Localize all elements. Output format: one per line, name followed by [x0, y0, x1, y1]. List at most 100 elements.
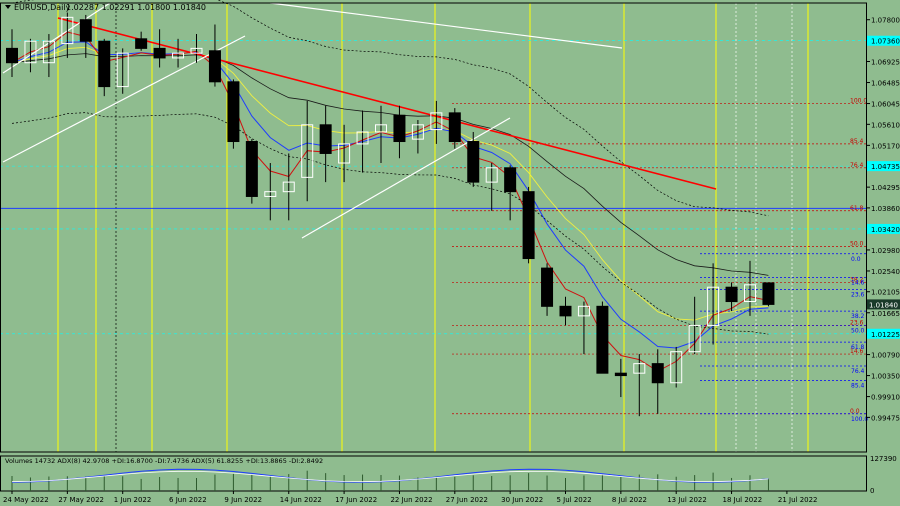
candle-bear	[393, 114, 406, 143]
time-tick-label: 30 Jun 2022	[501, 496, 543, 504]
candle-bull	[42, 40, 55, 64]
price-tick-label: 1.06045	[871, 101, 900, 109]
fib-red-label: 14.6	[850, 348, 864, 355]
indicator-subwindow: Volumes 14732 ADX(8) 42.9708 +DI:16.8700…	[0, 455, 897, 495]
ma-red-line	[11, 31, 769, 372]
price-tick-label: 1.07360	[871, 38, 900, 46]
candle-bear	[541, 267, 554, 307]
candle-bear	[596, 305, 609, 374]
candle-bull	[577, 305, 590, 317]
current-price-label: 1.01840	[869, 301, 898, 309]
price-tick-label: 1.02540	[871, 268, 900, 276]
ohlc-values: 1.02287 1.02291 1.01800 1.01840	[66, 3, 206, 12]
candle-bear	[135, 38, 148, 49]
time-tick-label: 27 Jun 2022	[446, 496, 488, 504]
white-channel-top-line	[269, 2, 623, 49]
fib-blue-label: 100.0	[851, 416, 868, 423]
trend-lines	[2, 2, 717, 239]
price-tick-label: 1.02105	[871, 289, 900, 297]
price-tick-label: 0.99910	[871, 394, 900, 402]
candle-bear	[651, 363, 664, 384]
subwindow-frame	[0, 455, 867, 492]
time-tick-label: 21 Jul 2022	[778, 496, 818, 504]
indicator-label: Volumes 14732 ADX(8) 42.9708 +DI:16.8700…	[5, 457, 323, 465]
white-channel-line-a	[2, 2, 111, 74]
time-tick-label: 1 Jun 2022	[114, 496, 152, 504]
support-resistance-lines	[0, 40, 866, 335]
time-tick-label: 13 Jul 2022	[667, 496, 707, 504]
candle-bear	[208, 50, 221, 83]
price-tick-label: 0.99475	[871, 414, 900, 422]
price-tick-label: 1.02980	[871, 247, 900, 255]
candle-bull	[744, 284, 756, 303]
time-tick-label: 17 Jun 2022	[335, 496, 377, 504]
candlesticks	[6, 12, 775, 417]
candle-bull	[375, 124, 387, 133]
candle-bull	[670, 351, 683, 384]
price-tick-label: 1.05170	[871, 142, 900, 150]
candle-bull	[707, 286, 720, 326]
fib-red-label: 50.0	[850, 241, 864, 248]
chart-menu-triangle-icon[interactable]	[5, 5, 11, 9]
fib-blue-label: 0.0	[851, 256, 861, 263]
fib-blue-label: 50.0	[851, 327, 865, 334]
candle-bull	[24, 40, 37, 64]
candle-bear	[79, 19, 92, 42]
fib-blue-label: 38.2	[851, 313, 865, 320]
candle-bear	[504, 167, 517, 193]
candle-bull	[172, 52, 185, 59]
candle-bear	[522, 191, 535, 260]
time-tick-label: 5 Jul 2022	[557, 496, 592, 504]
candle-bear	[614, 372, 627, 377]
price-tick-label: 1.04735	[871, 163, 900, 171]
candle-bear	[319, 124, 332, 154]
price-tick-label: 1.01225	[871, 331, 900, 339]
white-channel-line-c	[301, 117, 511, 239]
candle-bull	[356, 131, 369, 145]
candle-bull	[264, 191, 277, 197]
candle-bull	[116, 52, 129, 88]
time-tick-label: 22 Jun 2022	[390, 496, 432, 504]
subwindow-tick-label: 127390	[870, 455, 897, 463]
symbol-label: EURUSD,Daily	[14, 3, 71, 12]
candle-bull	[411, 124, 424, 140]
time-tick-label: 14 Jun 2022	[280, 496, 322, 504]
fib-red-label: 76.4	[850, 162, 864, 169]
ma-black-line	[11, 53, 769, 276]
price-tick-label: 1.06925	[871, 59, 900, 67]
price-level-tag	[867, 223, 900, 234]
fib-blue-label: 85.4	[851, 382, 865, 389]
time-tick-label: 9 Jun 2022	[224, 496, 262, 504]
red-trend-line	[57, 17, 717, 190]
time-axis: 24 May 2022 27 May 2022 1 Jun 2022 6 Jun 20…	[3, 491, 818, 504]
fib-blue-label: 61.8	[851, 344, 865, 351]
candle-bull	[338, 143, 351, 164]
candle-bear	[725, 286, 738, 303]
fibonacci-levels: 100.085.476.461.850.038.223.614.60.00.01…	[452, 97, 868, 423]
price-level-tag	[867, 35, 900, 46]
candle-bear	[227, 81, 240, 143]
candle-bear	[6, 47, 18, 64]
candle-bull	[633, 363, 646, 374]
ma-blue-line	[11, 41, 769, 349]
time-tick-label: 24 May 2022	[3, 496, 49, 504]
period-separators	[57, 3, 809, 452]
candle-bear	[153, 47, 166, 59]
fib-red-label: 61.8	[850, 205, 864, 212]
fib-red-label: 85.4	[850, 138, 864, 145]
current-price-tag	[867, 299, 900, 310]
candle-bull	[688, 324, 701, 353]
adx-white-line	[11, 470, 769, 483]
fib-blue-label: 14.6	[851, 280, 865, 287]
fib-red-label: 100.0	[850, 97, 867, 104]
indicator-lines	[11, 0, 769, 372]
candle-bull	[430, 112, 443, 131]
subwindow-tick-label: 0	[870, 487, 874, 495]
candle-bear	[448, 112, 461, 143]
plot-frame	[0, 2, 867, 453]
fib-red-label: 23.6	[850, 319, 864, 326]
fib-red-label: 38.2	[850, 276, 864, 283]
